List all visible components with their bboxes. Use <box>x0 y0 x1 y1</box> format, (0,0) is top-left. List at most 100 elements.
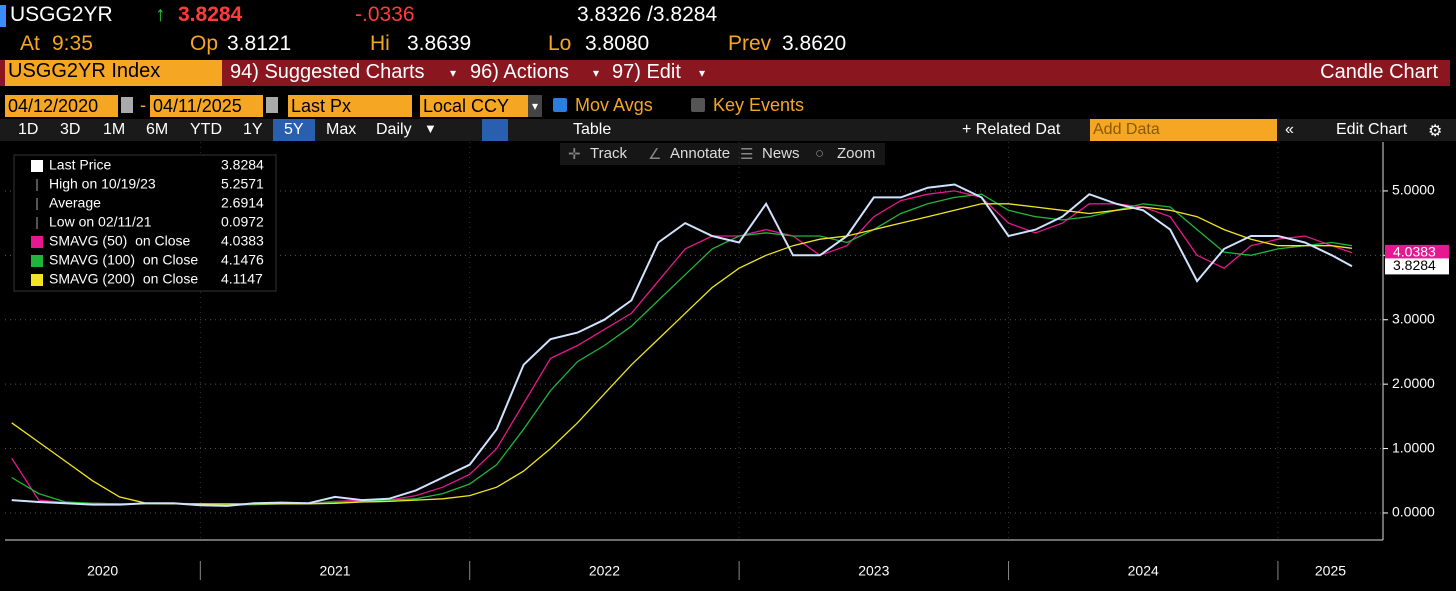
tool-button[interactable]: Annotate <box>670 145 731 162</box>
tool-icon[interactable]: ☰ <box>740 146 754 163</box>
legend-value: 4.1476 <box>221 252 264 268</box>
field-select[interactable]: Last Px <box>288 95 412 117</box>
quote-value: 3.8121 <box>227 32 292 55</box>
x-tick-label: 2021 <box>319 563 350 579</box>
period-button[interactable]: 6M <box>146 121 169 138</box>
legend-label: Average <box>49 195 101 211</box>
quote-value: 3.8620 <box>782 32 847 55</box>
add-data-input[interactable]: Add Data <box>1090 119 1277 141</box>
tool-button[interactable]: Zoom <box>837 145 876 162</box>
period-button[interactable]: Max <box>326 121 357 138</box>
legend-value: 4.1147 <box>221 271 263 287</box>
tool-button[interactable]: Track <box>590 145 627 162</box>
table-button[interactable]: Table <box>573 121 612 138</box>
period-button[interactable]: 1M <box>103 121 126 138</box>
legend-box <box>13 154 277 292</box>
moving-average <box>11 190 1353 506</box>
up-arrow: ↑ <box>155 3 166 26</box>
tool-icon[interactable]: ✛ <box>568 146 581 163</box>
legend-value: 0.0972 <box>221 214 264 230</box>
checkbox-checked[interactable] <box>553 98 567 112</box>
net-change: -.0336 <box>355 3 415 26</box>
price-tag-label: 3.8284 <box>1393 257 1436 273</box>
quote-value: 3.8080 <box>585 32 650 55</box>
option-key-events[interactable]: Key Events <box>713 95 805 115</box>
edit-chart[interactable]: Edit Chart <box>1336 121 1408 138</box>
period-button[interactable]: 5Y <box>273 119 315 141</box>
calendar-icon[interactable] <box>266 97 278 113</box>
period-button[interactable]: 1D <box>18 121 39 138</box>
x-tick-label: 2023 <box>858 563 889 579</box>
x-tick-label: 2024 <box>1128 563 1159 579</box>
legend-swatch <box>31 255 43 267</box>
last-price: 3.8284 <box>178 3 243 26</box>
security-field[interactable]: USGG2YR Index <box>5 60 222 86</box>
legend-swatch <box>31 236 43 248</box>
menu-bar: USGG2YR Index 94) Suggested Charts ▾ 96) A… <box>0 60 1450 86</box>
legend-label: SMAVG (50) on Close <box>49 233 191 249</box>
price-tag <box>1385 258 1449 275</box>
y-tick-label: 1.0000 <box>1392 439 1435 455</box>
currency-select[interactable]: Local CCY <box>420 95 530 117</box>
dropdown-icon[interactable]: ▾ <box>699 66 706 80</box>
menu-item[interactable]: 94) Suggested Charts <box>230 61 425 83</box>
legend-swatch <box>31 160 43 172</box>
period-button[interactable]: 3D <box>60 121 81 138</box>
legend-label: SMAVG (200) on Close <box>49 271 198 287</box>
legend-value: 2.6914 <box>221 195 264 211</box>
y-tick-label: 4.0000 <box>1392 246 1435 262</box>
legend-value: 5.2571 <box>221 176 264 192</box>
quote-label: Hi <box>370 32 390 55</box>
price-tag <box>1385 244 1449 261</box>
quote-label: At <box>20 32 40 55</box>
y-tick-label: 2.0000 <box>1392 375 1435 391</box>
tool-icon[interactable]: ○ <box>815 145 825 162</box>
option-mov-avgs[interactable]: Mov Avgs <box>575 95 653 115</box>
quote-label: Lo <box>548 32 572 55</box>
end-date[interactable]: 04/11/2025 <box>150 95 263 117</box>
price-line <box>11 183 1353 507</box>
menu-item[interactable]: 96) Actions <box>470 61 569 83</box>
start-date[interactable]: 04/12/2020 <box>5 95 118 117</box>
tool-icon[interactable]: ∠ <box>648 146 662 163</box>
ticker: USGG2YR <box>10 3 113 26</box>
settings-icon[interactable]: ⚙ <box>1428 123 1443 140</box>
dropdown-icon[interactable]: ▾ <box>450 66 457 80</box>
quote-label: Prev <box>728 32 772 55</box>
dropdown-icon[interactable]: ▾ <box>593 66 600 80</box>
chart-tools: ✛ Track ∠ Annotate ☰ News ○ Zoom <box>560 143 885 165</box>
quote-value: 9:35 <box>52 32 93 55</box>
toolbar: 1D 3D 1M 6M YTD 1Y 5Y Max Daily ▼ Table + Relat… <box>0 119 1456 141</box>
legend-label: High on 10/19/23 <box>49 176 156 192</box>
y-tick-label: 0.0000 <box>1392 504 1435 520</box>
chart-type-icon[interactable] <box>482 119 508 141</box>
period-button[interactable]: 1Y <box>243 121 263 138</box>
legend-value: 3.8284 <box>221 157 264 173</box>
calendar-icon[interactable] <box>121 97 133 113</box>
collapse-icon[interactable]: « <box>1285 121 1294 138</box>
price-tag-label: 4.0383 <box>1393 244 1436 260</box>
frequency-select[interactable]: Daily <box>376 121 412 138</box>
x-tick-label: 2022 <box>589 563 620 579</box>
x-tick-label: 2025 <box>1315 563 1346 579</box>
ticker-marker <box>0 5 6 27</box>
y-tick-label: 5.0000 <box>1392 182 1435 198</box>
legend-value: 4.0383 <box>221 233 264 249</box>
moving-average <box>11 203 1353 505</box>
dropdown-icon[interactable]: ▾ <box>528 95 542 117</box>
chart-kind[interactable]: Candle Chart <box>1320 61 1438 83</box>
date-separator: - <box>140 95 146 115</box>
legend-label: SMAVG (100) on Close <box>49 252 198 268</box>
moving-average <box>11 193 1353 506</box>
menu-item[interactable]: 97) Edit <box>612 61 681 83</box>
tool-button[interactable]: News <box>762 145 800 162</box>
quote-value: 3.8639 <box>407 32 472 55</box>
checkbox-unchecked[interactable] <box>691 98 705 112</box>
dropdown-icon[interactable]: ▼ <box>424 121 437 136</box>
related-data[interactable]: + Related Dat <box>962 121 1061 138</box>
quote-label: Op <box>190 32 219 55</box>
period-button[interactable]: YTD <box>190 121 222 138</box>
y-tick-label: 3.0000 <box>1392 310 1435 326</box>
